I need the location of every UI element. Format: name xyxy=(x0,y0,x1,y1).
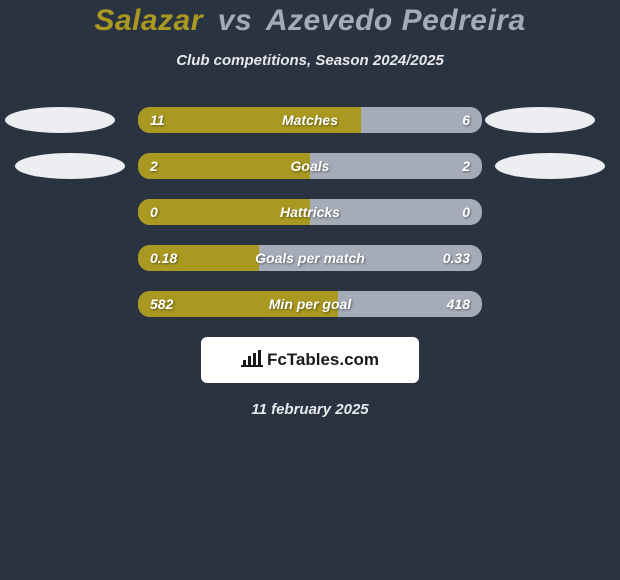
decor-ellipse-right xyxy=(485,107,595,133)
stat-bar: 11Matches6 xyxy=(138,107,482,133)
stat-value-right: 0 xyxy=(462,204,470,220)
decor-ellipse-right xyxy=(495,153,605,179)
date-text: 11 february 2025 xyxy=(0,401,620,418)
stat-bar: 2Goals2 xyxy=(138,153,482,179)
stat-row: 11Matches6 xyxy=(0,107,620,133)
stat-value-right: 418 xyxy=(447,296,470,312)
brand-badge: FcTables.com xyxy=(201,337,419,383)
decor-ellipse-left xyxy=(5,107,115,133)
player2-name: Azevedo Pedreira xyxy=(266,4,526,37)
stat-bar: 0.18Goals per match0.33 xyxy=(138,245,482,271)
stat-value-right: 2 xyxy=(462,158,470,174)
subtitle: Club competitions, Season 2024/2025 xyxy=(0,52,620,69)
stat-row: 0Hattricks0 xyxy=(0,199,620,225)
stat-bar-left-fill xyxy=(138,291,338,317)
title-vs: vs xyxy=(218,4,252,37)
stat-row: 0.18Goals per match0.33 xyxy=(0,245,620,271)
stat-bar-left-fill xyxy=(138,245,259,271)
chart-icon xyxy=(241,349,263,372)
player1-name: Salazar xyxy=(94,4,203,37)
stat-bar-left-fill xyxy=(138,153,310,179)
stat-value-right: 0.33 xyxy=(443,250,470,266)
stat-row: 2Goals2 xyxy=(0,153,620,179)
stat-bar: 582Min per goal418 xyxy=(138,291,482,317)
stat-value-right: 6 xyxy=(462,112,470,128)
brand-text: FcTables.com xyxy=(267,350,379,370)
comparison-title: Salazar vs Azevedo Pedreira xyxy=(0,4,620,38)
stat-bar-left-fill xyxy=(138,107,361,133)
stat-bar: 0Hattricks0 xyxy=(138,199,482,225)
decor-ellipse-left xyxy=(15,153,125,179)
comparison-bars: 11Matches6 2Goals2 0Hattricks0 0.18Goals pe… xyxy=(0,107,620,317)
stat-row: 582Min per goal418 xyxy=(0,291,620,317)
stat-bar-left-fill xyxy=(138,199,310,225)
